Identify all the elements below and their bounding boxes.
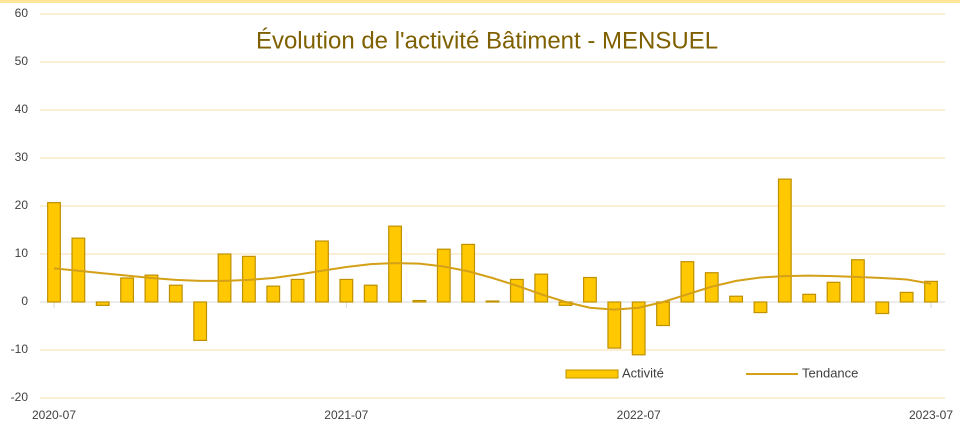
bar	[826, 281, 841, 303]
y-tick-label: -10	[11, 342, 29, 356]
bar	[120, 277, 135, 303]
bar	[583, 276, 597, 303]
bar	[680, 261, 695, 303]
bar	[753, 301, 768, 314]
bar	[485, 300, 500, 303]
x-tick-label: 2021-07	[324, 408, 368, 422]
chart-title: Évolution de l'activité Bâtiment - MENSU…	[256, 27, 718, 54]
bar	[631, 301, 646, 356]
bar	[656, 301, 670, 327]
bar	[144, 274, 159, 303]
trend-line	[53, 262, 932, 311]
legend-label: Activité	[622, 365, 664, 380]
bar	[850, 259, 865, 303]
x-tick-label: 2022-07	[617, 408, 661, 422]
y-tick-label: 50	[15, 54, 29, 68]
y-tick-label: 60	[15, 6, 29, 20]
bar	[266, 285, 281, 303]
bar	[412, 299, 427, 303]
bar	[875, 301, 890, 315]
bar	[607, 301, 622, 349]
bar	[168, 284, 183, 303]
bar	[777, 178, 792, 303]
bar	[924, 280, 938, 303]
bar	[95, 301, 110, 306]
bar	[290, 278, 305, 303]
bar	[802, 293, 817, 303]
y-tick-label: 10	[15, 246, 29, 260]
y-tick-label: -20	[11, 390, 29, 404]
bar	[193, 301, 208, 342]
bar	[363, 284, 378, 303]
top-border	[0, 0, 960, 3]
x-tick-label: 2020-07	[32, 408, 76, 422]
bar	[729, 295, 744, 303]
y-tick-label: 20	[15, 198, 29, 212]
bar	[436, 248, 451, 303]
bar	[899, 291, 914, 303]
bar	[509, 278, 524, 303]
legend-swatch	[565, 369, 619, 379]
legend-label: Tendance	[802, 365, 858, 380]
bar	[534, 273, 549, 303]
bar	[217, 253, 232, 303]
y-tick-label: 0	[21, 294, 28, 308]
x-tick-label: 2023-07	[909, 408, 953, 422]
bar	[47, 202, 61, 303]
bar	[339, 278, 354, 303]
y-tick-label: 40	[15, 102, 29, 116]
y-tick-label: 30	[15, 150, 29, 164]
